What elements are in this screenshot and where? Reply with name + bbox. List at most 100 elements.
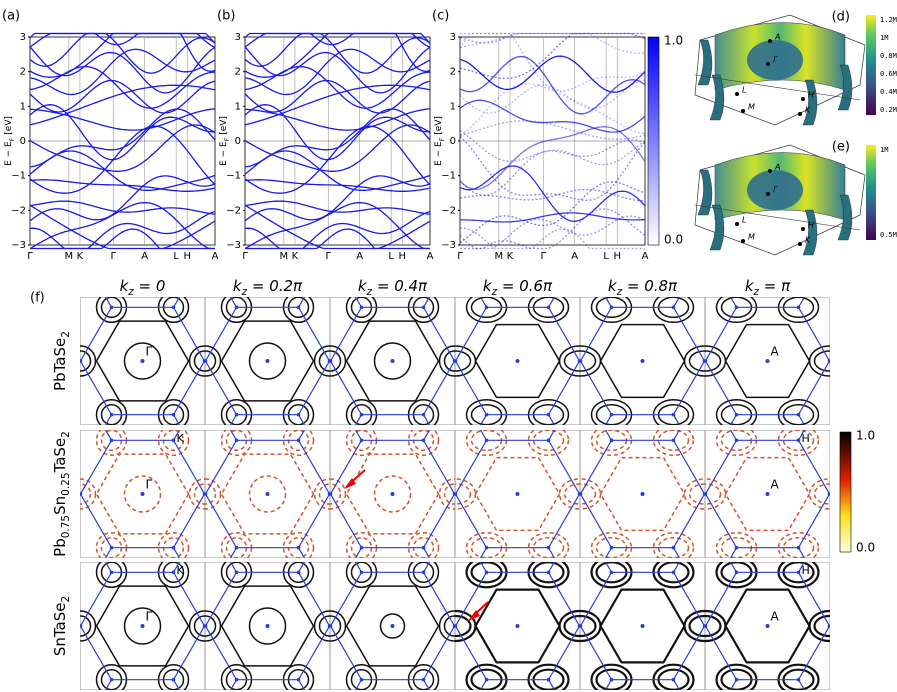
point-label: H [808,91,814,100]
y-axis-label: E − EF [eV] [4,116,16,166]
bz-point [577,359,580,363]
x-tick-label: M [280,251,289,262]
fermi-contour [724,456,811,532]
band-line [459,126,646,191]
bz-edge [547,297,556,308]
band-line [244,125,431,194]
point-label: A [771,345,780,359]
bz-edge [422,414,431,425]
band-line [244,104,431,161]
x-tick-label: A [356,251,363,262]
fermi-pocket [813,350,830,372]
column-header: kz = π [745,277,791,299]
bz-point [202,624,205,628]
fermi-pocket [527,430,570,457]
y-axis-label: E − EF [eV] [219,116,231,166]
x-tick-label: Γ [27,251,33,262]
x-tick-label: L [603,251,609,262]
bz-point [171,677,176,682]
bz-point [702,492,705,496]
band-line [459,55,646,93]
bz-point [109,677,114,682]
fermi-pocket [813,614,830,638]
point-marker [741,109,745,113]
bz-edge [297,414,306,425]
bz-point [580,359,583,363]
bz-center [765,624,770,628]
bz-point [609,305,614,310]
fermi-pocket [688,350,705,372]
point-label: K [177,564,185,577]
band-line [459,188,646,202]
point-marker [801,227,805,231]
bz-edge [172,414,181,425]
text-part: F [224,137,231,141]
x-tick-label: A [141,251,148,262]
bz-edge [797,679,806,690]
bz-point [455,492,458,496]
text-part: z [616,286,623,298]
fermi-map [330,430,455,558]
fermi-map [330,297,455,425]
point-label: K [805,236,811,245]
band-line [459,130,646,166]
bz-point [609,570,614,575]
fermi-contour [345,453,440,535]
fermi-pocket [188,478,205,510]
bz-edge [229,679,238,690]
bz-point [80,492,83,496]
fermi-pocket [188,345,205,377]
bz-edge [604,414,613,425]
fermi-pocket [407,531,440,558]
bz-center [390,492,395,496]
bz-edge [104,414,113,425]
text-part: E − E [219,141,229,166]
bz-center [265,359,270,363]
x-tick-label: A [571,251,578,262]
bz-center [765,492,770,496]
bz-edge [172,679,181,690]
fermi-pocket [438,345,455,377]
point-marker [735,92,739,96]
y-tick-label: 2 [20,67,26,78]
text-part: Sn [51,496,69,515]
bz-point [421,438,426,443]
bz-point [484,412,489,417]
bz-edge [729,414,738,425]
bz-point [359,570,364,575]
y-tick-label: 1 [235,101,241,112]
bz-point [234,305,239,310]
bz-edge [729,679,738,690]
annotation-arrows [344,469,489,621]
band-line [459,32,646,92]
fermi-surface-3d [694,14,866,126]
bz-point [234,570,239,575]
point-marker [801,97,805,101]
y-tick-label: −2 [11,205,26,216]
fermi-pocket [205,483,217,505]
band-line [244,179,431,192]
surface-leg [709,204,725,251]
bz-center [515,492,520,496]
bz-point [455,624,458,628]
bz-point [734,412,739,417]
point-label: Γ [146,478,153,492]
text-part: = 0.4π [372,277,428,295]
bz-point [609,677,614,682]
fermi-pocket [563,614,580,638]
fermi-pocket [455,345,477,377]
colorbar-label: 1M [880,146,888,154]
fermi-contour [220,320,315,402]
bz-point [205,492,208,496]
band-line [459,55,646,115]
y-tick-label: 3 [235,32,241,43]
fermi-pocket [318,350,330,372]
point-label: H [802,564,810,577]
fermi-contour [379,613,406,639]
bz-point [234,677,239,682]
x-tick-label: K [77,251,84,262]
fermi-contour [248,475,287,513]
bz-point [705,624,708,628]
band-line [459,32,646,79]
bz-point [484,570,489,575]
